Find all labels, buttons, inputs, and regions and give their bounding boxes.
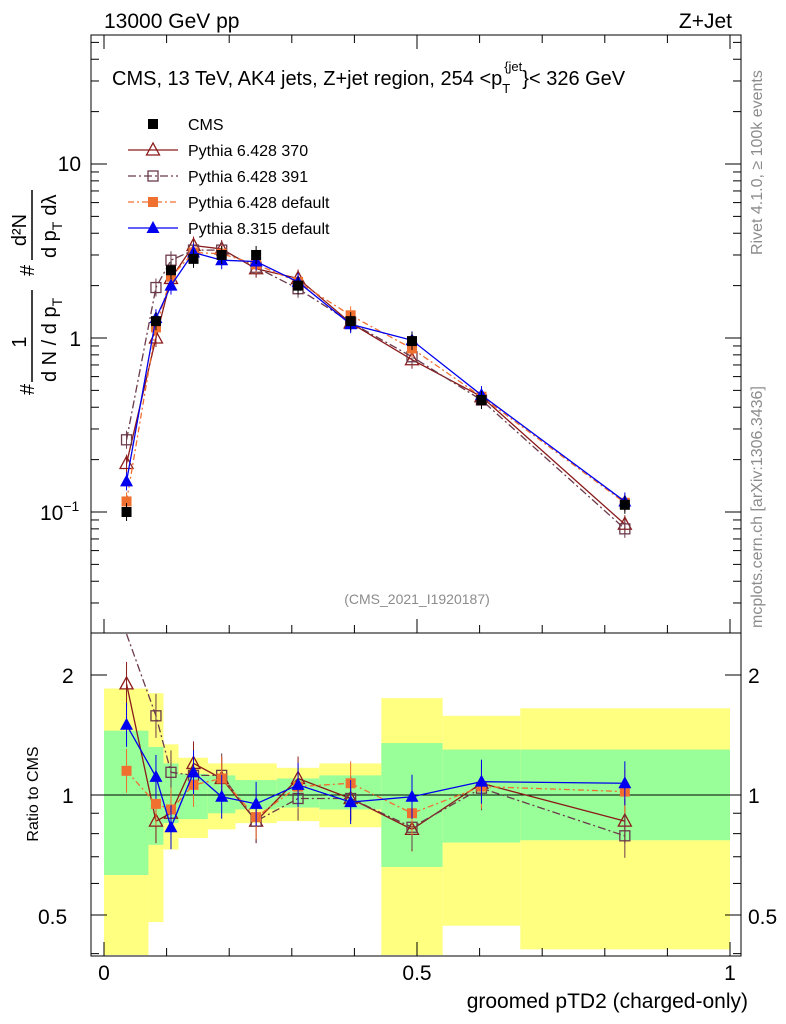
x-tick-0p5: 0.5 [402, 962, 431, 985]
series-pythia-8-315-default-ratio [120, 702, 632, 850]
ratio-tick-1-right: 1 [748, 785, 760, 808]
legend-pythia-6-428-default-label: Pythia 6.428 default [188, 195, 330, 212]
y-label-hash2: # [17, 264, 39, 276]
series-pythia-6-428-370-line [125, 244, 626, 525]
x-tick-0: 0 [98, 962, 110, 985]
y-label-lambda: dλ [39, 195, 61, 216]
legend-pythia-6-428-370-label: Pythia 6.428 370 [188, 143, 308, 160]
series-cms-main [121, 245, 630, 521]
ratio-series-layer [118, 633, 633, 858]
y-label-den1-text: d N / d p [39, 306, 61, 382]
y-tick-0p1: 10−1 [40, 498, 80, 525]
series-pythia-6-428-default-main [121, 243, 630, 512]
chart-title: CMS, 13 TeV, AK4 jets, Z+jet region, 254… [112, 59, 626, 96]
legend-pythia-6-428-default-marker [148, 197, 158, 207]
series-cms-point [165, 265, 176, 276]
main-series-layer [118, 236, 633, 538]
series-pythia-6-428-391-point [619, 523, 631, 535]
series-pythia-8-315-default-ratio-point [187, 765, 201, 778]
series-pythia-8-315-default-ratio-point [215, 789, 229, 802]
y-label-hash1: # [17, 383, 39, 395]
series-pythia-8-315-default-ratio-point [149, 769, 163, 782]
x-axis-label: groomed pTD2 (charged-only) [467, 990, 748, 1013]
series-cms-point [121, 507, 132, 517]
series-pythia-6-428-391-ratio-point [619, 830, 631, 842]
series-pythia-6-428-391-ratio-line [125, 633, 626, 837]
legend-pythia-8-315-default-label: Pythia 8.315 default [188, 221, 330, 238]
series-pythia-8-315-default-line [125, 251, 626, 502]
series-pythia-6-428-370-ratio-point [118, 675, 135, 690]
series-pythia-8-315-default-ratio-point [291, 777, 305, 790]
legend: CMS Pythia 6.428 370 Pythia 6.428 391 Pythi… [128, 117, 330, 238]
ratio-tick-2-left: 2 [62, 665, 74, 688]
series-pythia-6-428-391-line [125, 249, 626, 530]
series-cms-point [619, 499, 630, 510]
y-label-den1: d N / d pT [39, 297, 65, 382]
series-pythia-8-315-default-ratio-point [618, 776, 632, 789]
ratio-axis-label: Ratio to CMS [25, 746, 42, 841]
legend-cms-label: CMS [188, 117, 224, 134]
chart-title-lead: CMS, 13 TeV, AK4 jets, Z+jet region, 254… [112, 68, 502, 90]
legend-pythia-8-315-default-marker [146, 221, 160, 233]
series-cms-point [251, 249, 262, 260]
series-cms-point [150, 316, 161, 327]
chart-title-sup: {jet [504, 59, 522, 74]
series-pythia-6-428-391-ratio-point [150, 710, 162, 722]
legend-cms-marker [148, 119, 158, 129]
series-pythia-6-428-391-ratio-point [165, 766, 177, 778]
legend-pythia-6-428-370-marker [145, 141, 161, 156]
header-right: Z+Jet [679, 10, 732, 33]
series-pythia-6-428-default-ratio-point [121, 765, 132, 776]
series-pythia-8-315-default-ratio-point [249, 796, 263, 809]
ratio-tick-1-left: 1 [62, 785, 74, 808]
y-label-num2: d²N [9, 214, 31, 246]
analysis-tag: (CMS_2021_I1920187) [344, 591, 490, 607]
series-pythia-6-428-default-line [125, 251, 626, 504]
y-label-den2-text: d p [39, 230, 61, 258]
series-cms-point [293, 280, 304, 291]
series-pythia-8-315-default-point [120, 474, 134, 487]
axis-ticks [91, 35, 741, 956]
series-pythia-6-428-default-point [121, 496, 132, 507]
series-pythia-8-315-default-ratio-point [344, 795, 358, 808]
y-label-den1-sub: T [49, 297, 65, 306]
series-cms-point [406, 336, 417, 347]
x-tick-1: 1 [724, 962, 736, 985]
series-pythia-6-428-default-ratio-point [150, 798, 161, 809]
series-cms-point [188, 253, 199, 264]
y-axis-main-label: # 1 d N / d pT # d²N d pTdλ [9, 190, 65, 395]
y-label-den2: d pTdλ [39, 195, 65, 259]
y-tick-10: 10 [58, 153, 81, 176]
ratio-tick-0p5-left: 0.5 [38, 906, 67, 929]
chart-title-tail: }< 326 GeV [522, 68, 626, 90]
ratio-tick-0p5-right: 0.5 [748, 906, 777, 929]
y-tick-1: 1 [69, 328, 81, 351]
header-left: 13000 GeV pp [104, 10, 239, 33]
chart-title-sub: T [502, 81, 510, 96]
rivet-note: Rivet 4.1.0, ≥ 100k events [749, 70, 766, 255]
series-pythia-6-428-391-point [150, 281, 162, 294]
series-pythia-8-315-default-main [120, 243, 632, 511]
y-tick-0p1-exp: −1 [63, 498, 79, 514]
ratio-tick-2-right: 2 [748, 665, 760, 688]
series-pythia-6-428-391-point [120, 434, 133, 446]
mcplots-note: mcplots.cern.ch [arXiv:1306.3436] [749, 386, 766, 628]
series-pythia-6-428-391-main [120, 241, 631, 538]
series-cms-point [345, 316, 356, 327]
series-pythia-8-315-default-ratio-point [164, 820, 178, 833]
series-pythia-8-315-default-ratio-point [474, 774, 488, 787]
legend-pythia-6-428-391-label: Pythia 6.428 391 [188, 169, 308, 186]
y-label-num1: 1 [9, 336, 31, 347]
series-cms-point [216, 249, 227, 260]
series-pythia-8-315-default-point [164, 278, 178, 291]
y-tick-0p1-base: 10 [40, 502, 63, 525]
series-pythia-8-315-default-ratio-point [120, 717, 134, 730]
y-label-den2-sub: T [49, 221, 65, 230]
series-pythia-6-428-370-main [118, 236, 633, 534]
series-pythia-8-315-default-ratio-point [405, 789, 419, 802]
legend-pythia-6-428-391-marker [147, 170, 159, 182]
series-pythia-6-428-370-ratio-point [148, 812, 164, 827]
series-cms-point [476, 395, 487, 406]
